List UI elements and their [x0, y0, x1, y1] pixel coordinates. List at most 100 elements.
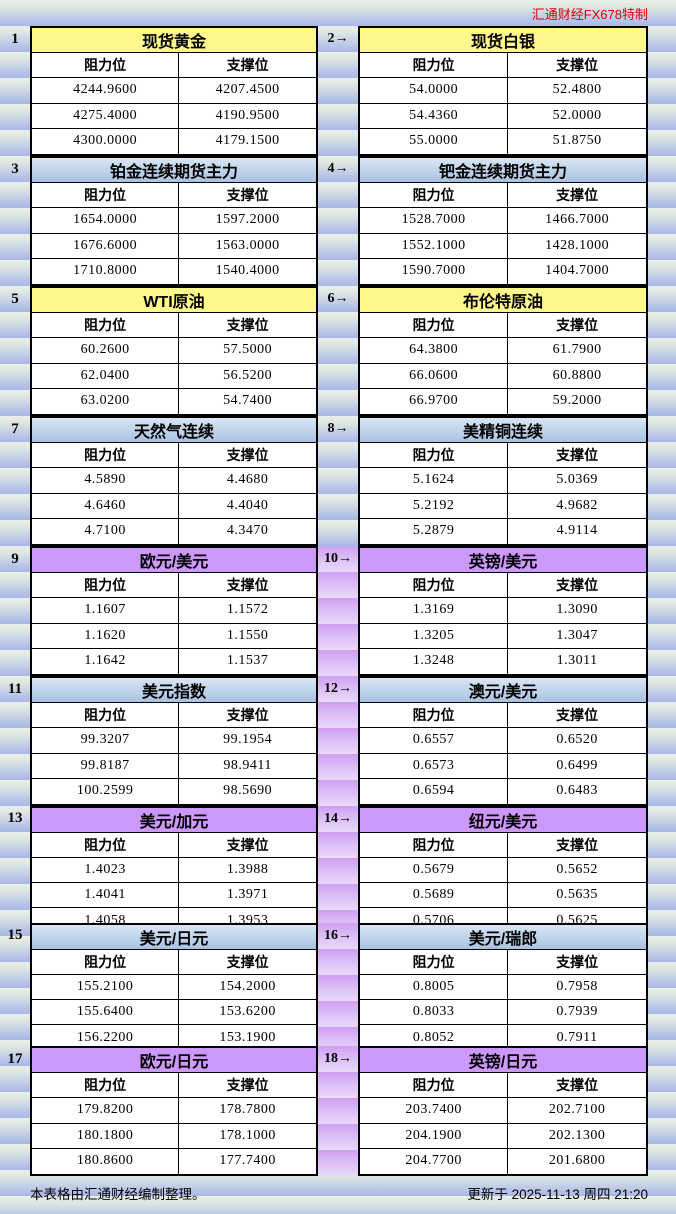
- row-number-right: 14→: [324, 810, 352, 826]
- resistance-value: 4275.4000: [73, 107, 138, 123]
- resistance-value: 179.8200: [76, 1102, 134, 1118]
- support-value: 4.4680: [178, 468, 316, 493]
- resistance-value: 60.2600: [80, 342, 130, 358]
- row-number-right: 12→: [324, 681, 352, 696]
- data-row: 63.0200 54.7400: [32, 388, 316, 414]
- resistance-value: 4.5890: [84, 472, 126, 488]
- support-column-header: 支撑位: [178, 573, 316, 598]
- resistance-value: 180.1800: [76, 1127, 134, 1143]
- resistance-value: 1676.6000: [73, 237, 138, 253]
- support-column-header: 支撑位: [507, 443, 646, 468]
- resistance-column-header: 阻力位: [412, 837, 455, 853]
- center-gutter: 10→: [318, 546, 358, 676]
- footer-update-time: 更新于 2025-11-13 周四 21:20: [467, 1187, 648, 1202]
- instrument-title: 天然气连续: [32, 418, 316, 444]
- center-gutter: 18→: [318, 1046, 358, 1176]
- data-row: 4.5890 4.4680: [32, 468, 316, 494]
- support-column-header: 支撑位: [507, 573, 646, 598]
- data-row: 0.6594 0.6483: [360, 778, 646, 804]
- support-column-header: 支撑位: [507, 703, 646, 728]
- right-margin: [648, 923, 676, 1052]
- column-header-row: 阻力位 支撑位: [360, 443, 646, 469]
- support-value: 178.1000: [178, 1123, 316, 1148]
- support-value: 0.7911: [507, 1025, 646, 1050]
- footer-source-note: 本表格由汇通财经编制整理。: [30, 1187, 206, 1202]
- column-header-row: 阻力位 支撑位: [32, 53, 316, 79]
- column-header-row: 阻力位 支撑位: [32, 950, 316, 975]
- support-column-header: 支撑位: [507, 313, 646, 338]
- resistance-column-header: 阻力位: [412, 317, 455, 334]
- support-value: 1.1572: [178, 598, 316, 623]
- resistance-column-header: 阻力位: [412, 187, 455, 204]
- support-value: 1.1550: [178, 623, 316, 648]
- table-block: 5 WTI原油 阻力位 支撑位 60.2600 57.5000 62.0400 …: [0, 286, 676, 416]
- row-number-right: 4→: [327, 161, 349, 176]
- instrument-title: 现货白银: [360, 28, 646, 54]
- center-gutter: 12→: [318, 676, 358, 806]
- instrument-title: 英镑/日元: [360, 1048, 646, 1074]
- support-value: 4.4040: [178, 493, 316, 518]
- support-value: 4179.1500: [178, 128, 316, 154]
- data-row: 54.0000 52.4800: [360, 78, 646, 104]
- column-header-row: 阻力位 支撑位: [360, 313, 646, 339]
- data-row: 179.8200 178.7800: [32, 1098, 316, 1124]
- support-column-header: 支撑位: [507, 833, 646, 857]
- support-column-header: 支撑位: [507, 950, 646, 974]
- left-margin: 3: [0, 156, 30, 286]
- row-number-left: 13: [7, 810, 23, 827]
- instrument-title: 铂金连续期货主力: [32, 158, 316, 184]
- support-column-header: 支撑位: [178, 183, 316, 208]
- data-row: 180.8600 177.7400: [32, 1148, 316, 1174]
- left-margin: 13: [0, 806, 30, 935]
- tables-grid: 1 现货黄金 阻力位 支撑位 4244.9600 4207.4500 4275.…: [0, 26, 676, 1176]
- support-value: 59.2000: [507, 388, 646, 414]
- support-column-header: 支撑位: [178, 53, 316, 78]
- resistance-value: 5.1624: [412, 472, 455, 488]
- support-value: 153.1900: [178, 1025, 316, 1050]
- column-header-row: 阻力位 支撑位: [32, 833, 316, 858]
- resistance-value: 55.0000: [409, 133, 459, 149]
- support-value: 56.5200: [178, 363, 316, 388]
- support-column-header: 支撑位: [178, 950, 316, 974]
- right-margin: [648, 416, 676, 546]
- instrument-title: 现货黄金: [32, 28, 316, 54]
- row-number-left: 15: [7, 927, 23, 944]
- row-number-left: 9: [11, 550, 19, 567]
- instrument-title: 美元/加元: [32, 808, 316, 833]
- data-row: 60.2600 57.5000: [32, 338, 316, 364]
- center-gutter: 16→: [318, 923, 358, 1052]
- support-value: 0.6520: [507, 728, 646, 753]
- center-gutter: 4→: [318, 156, 358, 286]
- instrument-table: 美元/加元 阻力位 支撑位 1.4023 1.3988 1.4041 1.397…: [30, 806, 318, 935]
- data-row: 1552.1000 1428.1000: [360, 233, 646, 259]
- resistance-column-header: 阻力位: [84, 187, 127, 204]
- resistance-value: 0.6594: [412, 783, 455, 799]
- resistance-value: 0.5689: [412, 887, 455, 902]
- support-value: 1.3090: [507, 598, 646, 623]
- table-block: 7 天然气连续 阻力位 支撑位 4.5890 4.4680 4.6460 4.4…: [0, 416, 676, 546]
- data-row: 5.2192 4.9682: [360, 493, 646, 519]
- data-row: 62.0400 56.5200: [32, 363, 316, 389]
- resistance-value: 66.9700: [409, 393, 459, 409]
- support-value: 54.7400: [178, 388, 316, 414]
- center-gutter: 2→: [318, 26, 358, 156]
- data-row: 204.1900 202.1300: [360, 1123, 646, 1149]
- data-row: 1.1607 1.1572: [32, 598, 316, 624]
- resistance-value: 1.1620: [84, 627, 126, 643]
- resistance-value: 66.0600: [409, 367, 459, 383]
- resistance-value: 1.3248: [412, 653, 455, 669]
- resistance-value: 1654.0000: [73, 212, 138, 228]
- resistance-column-header: 阻力位: [412, 954, 455, 970]
- data-row: 64.3800 61.7900: [360, 338, 646, 364]
- column-header-row: 阻力位 支撑位: [360, 833, 646, 858]
- resistance-column-header: 阻力位: [412, 57, 455, 74]
- resistance-value: 100.2599: [76, 783, 134, 799]
- column-header-row: 阻力位 支撑位: [360, 53, 646, 79]
- data-row: 1590.7000 1404.7000: [360, 258, 646, 284]
- resistance-value: 204.1900: [405, 1127, 462, 1143]
- left-margin: 7: [0, 416, 30, 546]
- data-row: 99.3207 99.1954: [32, 728, 316, 754]
- right-margin: [648, 1046, 676, 1176]
- data-row: 1710.8000 1540.4000: [32, 258, 316, 284]
- left-margin: 17: [0, 1046, 30, 1176]
